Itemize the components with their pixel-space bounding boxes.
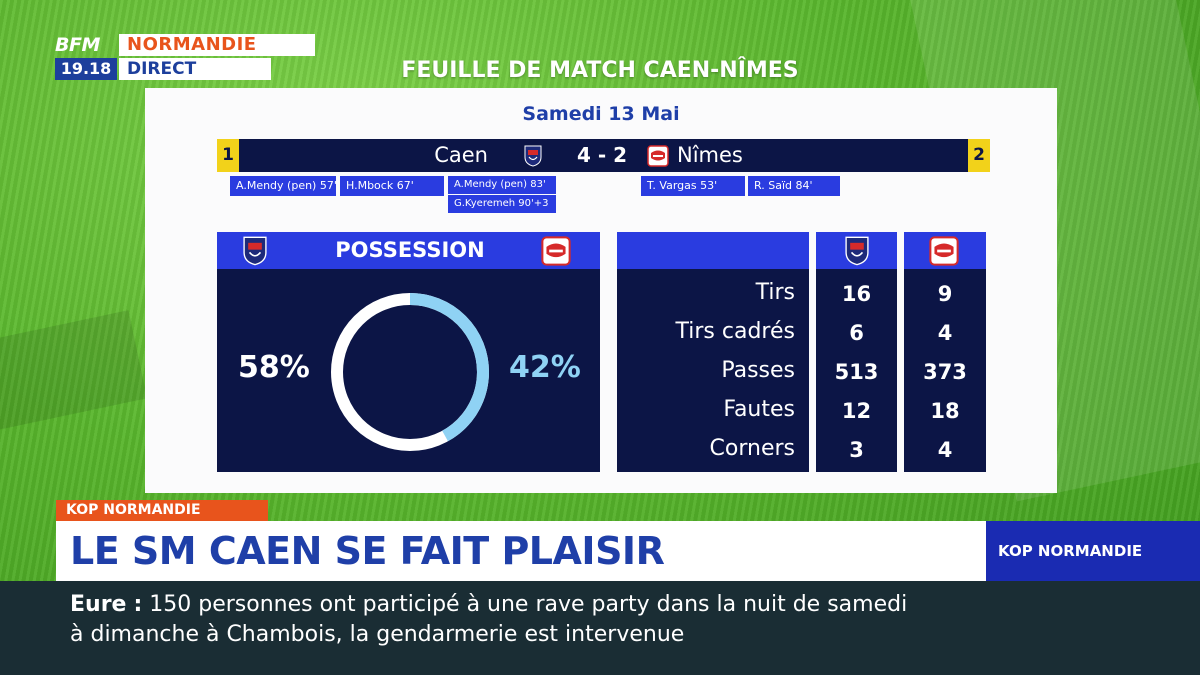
home-team-name: Caen: [434, 143, 488, 167]
ticker-separator: :: [133, 592, 143, 617]
headline-box: [56, 521, 986, 581]
channel-region: NORMANDIE: [119, 34, 315, 56]
ticker-line-1: Eure : 150 personnes ont participé à une…: [70, 592, 907, 617]
away-possession: 42%: [509, 350, 581, 385]
nimes-crest-icon: [541, 236, 571, 266]
caen-crest-icon: [524, 145, 542, 167]
stat-away-value: 18: [930, 399, 960, 423]
stat-label: Corners: [709, 436, 795, 461]
possession-header: [217, 232, 600, 269]
stats-away-column: [904, 269, 986, 472]
program-name: KOP NORMANDIE: [998, 542, 1143, 560]
stats-labels-column: [617, 269, 809, 472]
ticker-text-1: 150 personnes ont participé à une rave p…: [149, 592, 908, 617]
field-band: [0, 310, 148, 440]
stat-label: Tirs cadrés: [675, 319, 795, 344]
score-bar: [217, 139, 990, 172]
possession-panel: [217, 232, 600, 472]
stat-home-value: 16: [841, 282, 872, 306]
nimes-crest-icon: [647, 145, 669, 167]
away-team-name: Nîmes: [677, 143, 743, 167]
ticker-place: Eure: [70, 592, 127, 617]
stat-away-value: 4: [937, 438, 953, 462]
stats-home-column: [816, 269, 897, 472]
stat-away-value: 9: [937, 282, 953, 306]
stat-away-value: 373: [923, 360, 967, 384]
stat-away-value: 4: [937, 321, 953, 345]
stat-home-value: 6: [849, 321, 864, 345]
home-scorer: G.Kyeremeh 90'+3: [448, 195, 556, 213]
stat-label: Fautes: [723, 397, 795, 422]
score: 4 - 2: [576, 143, 628, 167]
away-rank: 2: [968, 139, 990, 172]
home-rank: 1: [217, 139, 239, 172]
home-scorer: A.Mendy (pen) 83': [448, 176, 556, 194]
possession-ring: [331, 293, 489, 451]
home-possession: 58%: [238, 350, 310, 385]
away-possession-arc: [331, 293, 489, 451]
possession-title: POSSESSION: [335, 238, 485, 262]
live-badge: DIRECT: [119, 58, 271, 80]
program-box: [986, 521, 1200, 581]
stats-header: [617, 232, 809, 269]
headline: LE SM CAEN SE FAIT PLAISIR: [70, 529, 665, 573]
stat-home-value: 513: [834, 360, 879, 384]
stat-label: Passes: [721, 358, 795, 383]
sheet-title: FEUILLE DE MATCH CAEN-NÎMES: [401, 58, 799, 83]
match-date: Samedi 13 Mai: [522, 103, 680, 125]
away-scorer: T. Vargas 53': [641, 176, 745, 196]
stat-home-value: 3: [849, 438, 864, 462]
ticker-line-2: à dimanche à Chambois, la gendarmerie es…: [70, 622, 685, 647]
caen-crest-icon: [845, 236, 869, 266]
home-scorer: A.Mendy (pen) 57': [230, 176, 337, 196]
news-ticker: [0, 581, 1200, 675]
program-tag: KOP NORMANDIE: [56, 500, 268, 521]
home-scorer: H.Mbock 67': [340, 176, 444, 196]
clock: 19.18: [55, 58, 117, 80]
away-scorer: R. Saïd 84': [748, 176, 840, 196]
caen-crest-icon: [243, 236, 267, 266]
nimes-crest-icon: [929, 236, 959, 266]
stat-label: Tirs: [755, 280, 795, 305]
stat-home-value: 12: [841, 399, 872, 423]
channel-brand: BFM: [55, 34, 100, 56]
